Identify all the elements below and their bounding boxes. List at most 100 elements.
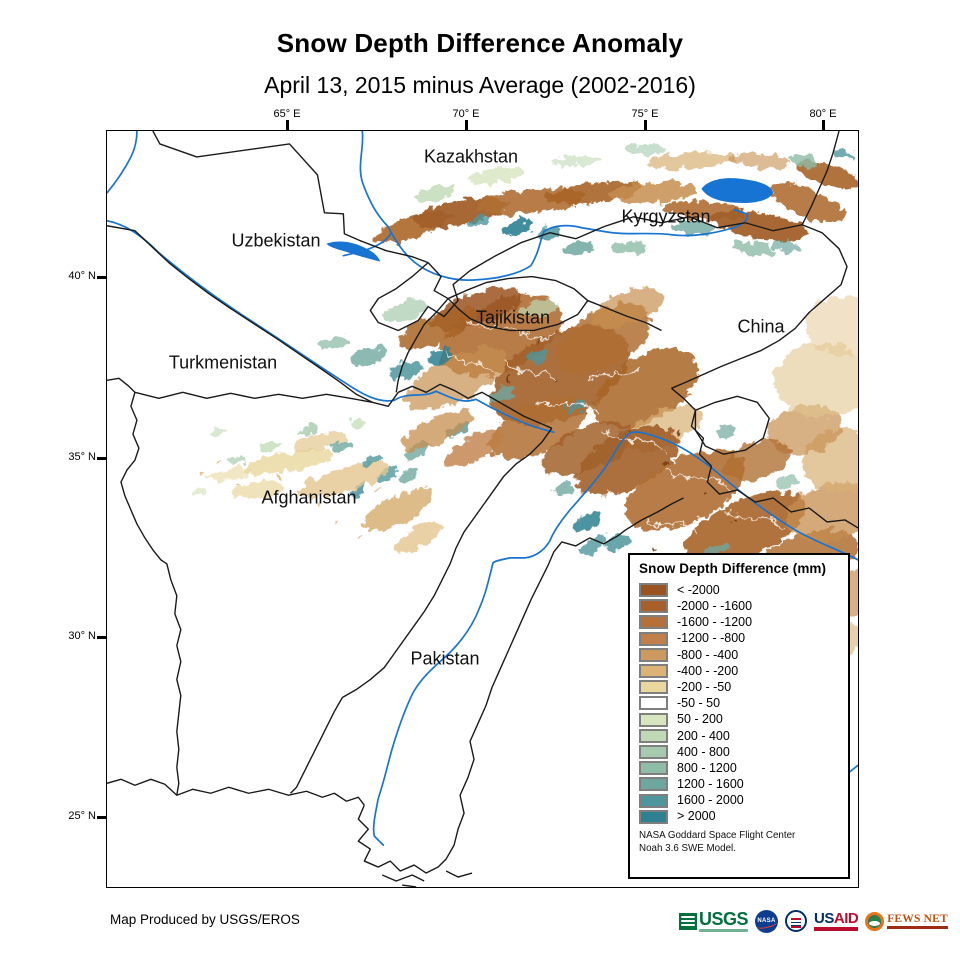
legend-label: -200 - -50: [677, 679, 732, 694]
legend-row: -800 - -400: [639, 647, 839, 663]
legend-label: -50 - 50: [677, 696, 721, 711]
nasa-meatball-icon: NASA: [755, 909, 779, 933]
country-label-afghanistan: Afghanistan: [261, 487, 357, 508]
legend-row: -1200 - -800: [639, 631, 839, 647]
legend-label: 400 - 800: [677, 744, 730, 759]
legend-row: 50 - 200: [639, 712, 839, 728]
legend-swatch: [639, 712, 668, 727]
legend-source: NASA Goddard Space Flight Center Noah 3.…: [639, 829, 839, 855]
legend-label: 1200 - 1600: [677, 777, 744, 792]
country-borders: [107, 131, 858, 887]
legend-label: 1600 - 2000: [677, 793, 744, 808]
usgs-wave-icon: [679, 912, 697, 930]
river-panj: [393, 390, 555, 434]
agency-logos: USGS NASA USAID FEWS NET: [679, 905, 948, 937]
legend-row: -1600 - -1200: [639, 614, 839, 630]
legend-label: 50 - 200: [677, 712, 723, 727]
lon-tick-80e: [822, 120, 825, 130]
lat-tick-40n: [97, 276, 106, 279]
lon-tick-65e: [286, 120, 289, 130]
legend-swatch: [639, 647, 668, 662]
lat-label-25n: 25° N: [68, 810, 96, 822]
legend-row: 200 - 400: [639, 728, 839, 744]
legend-swatch: [639, 664, 668, 679]
usaid-wordmark: USAID: [814, 909, 859, 927]
legend-entries: < -2000 -2000 - -1600 -1600 - -1200 -120…: [639, 582, 839, 825]
usgs-wordmark: USGS: [699, 908, 749, 929]
fewsnet-tagline-bar: [887, 925, 948, 929]
legend-swatch: [639, 728, 668, 743]
lon-tick-70e: [465, 120, 468, 130]
legend-title: Snow Depth Difference (mm): [639, 561, 827, 576]
legend-label: 200 - 400: [677, 728, 730, 743]
legend-row: 800 - 1200: [639, 760, 839, 776]
legend-row: < -2000: [639, 582, 839, 598]
lon-label-75e: 75° E: [631, 108, 659, 120]
lake-issyk-kul: [701, 178, 774, 203]
legend-row: -200 - -50: [639, 679, 839, 695]
river-indus: [372, 431, 858, 846]
lat-label-40n: 40° N: [68, 270, 96, 282]
country-label-tajikistan: Tajikistan: [475, 307, 551, 328]
terrain-tan-specks: [201, 460, 430, 537]
legend-row: -2000 - -1600: [639, 598, 839, 614]
legend-swatch: [639, 761, 668, 776]
legend-label: > 2000: [677, 809, 716, 824]
legend-row: -400 - -200: [639, 663, 839, 679]
fewsnet-globe-icon: [865, 911, 885, 931]
legend-swatch: [639, 599, 668, 614]
legend-row: 400 - 800: [639, 744, 839, 760]
page-title: Snow Depth Difference Anomaly: [276, 28, 684, 58]
usaid-tagline-bar: [814, 926, 859, 931]
fewsnet-wordmark: FEWS NET: [887, 912, 948, 925]
terrain-raster: [190, 143, 858, 659]
map-canvas: Kazakhstan Uzbekistan Kyrgyzstan Turkmen…: [106, 130, 859, 888]
country-label-turkmenistan: Turkmenistan: [168, 352, 278, 373]
lakes: [326, 178, 774, 262]
lon-label-65e: 65° E: [273, 108, 301, 120]
legend-row: -50 - 50: [639, 695, 839, 711]
lake-aydar: [326, 241, 381, 262]
fewsnet-logo: FEWS NET: [865, 911, 948, 931]
legend-swatch: [639, 615, 668, 630]
country-label-uzbekistan: Uzbekistan: [231, 230, 321, 251]
nasa-wordmark: NASA: [757, 918, 776, 924]
legend-source-line1: NASA Goddard Space Flight Center: [639, 829, 796, 841]
lon-tick-75e: [644, 120, 647, 130]
legend-swatch: [639, 809, 668, 824]
legend-swatch: [639, 680, 668, 695]
lat-label-35n: 35° N: [68, 451, 96, 463]
legend-label: -400 - -200: [677, 663, 739, 678]
usgs-logo: USGS: [679, 908, 749, 932]
lon-label-80e: 80° E: [809, 108, 837, 120]
lat-tick-25n: [97, 816, 106, 819]
legend-source-line2: Noah 3.6 SWE Model.: [639, 842, 736, 854]
legend-row: > 2000: [639, 809, 839, 825]
legend-label: -1600 - -1200: [677, 615, 753, 630]
map-legend: Snow Depth Difference (mm) < -2000 -2000…: [628, 553, 850, 879]
legend-label: -800 - -400: [677, 647, 739, 662]
legend-swatch: [639, 793, 668, 808]
legend-label: 800 - 1200: [677, 760, 737, 775]
legend-label: -2000 - -1600: [677, 599, 753, 614]
usaid-seal-icon: [785, 910, 808, 932]
country-label-kyrgyzstan: Kyrgyzstan: [621, 206, 711, 227]
country-label-kazakhstan: Kazakhstan: [423, 146, 519, 167]
usaid-logo: USAID: [814, 909, 859, 931]
map-svg: [107, 131, 858, 887]
lat-tick-30n: [97, 636, 106, 639]
map-credit: Map Produced by USGS/EROS: [110, 912, 300, 927]
legend-row: 1200 - 1600: [639, 776, 839, 792]
usaid-us-text: US: [814, 909, 834, 927]
page-subtitle: April 13, 2015 minus Average (2002-2016): [264, 72, 696, 98]
country-label-pakistan: Pakistan: [410, 648, 480, 669]
legend-swatch: [639, 631, 668, 646]
legend-row: 1600 - 2000: [639, 792, 839, 808]
lat-label-30n: 30° N: [68, 630, 96, 642]
usaid-aid-text: AID: [833, 909, 859, 927]
lon-label-70e: 70° E: [452, 108, 480, 120]
legend-label: < -2000: [677, 582, 720, 597]
lat-tick-35n: [97, 457, 106, 460]
usgs-tagline-bar: [699, 928, 749, 932]
